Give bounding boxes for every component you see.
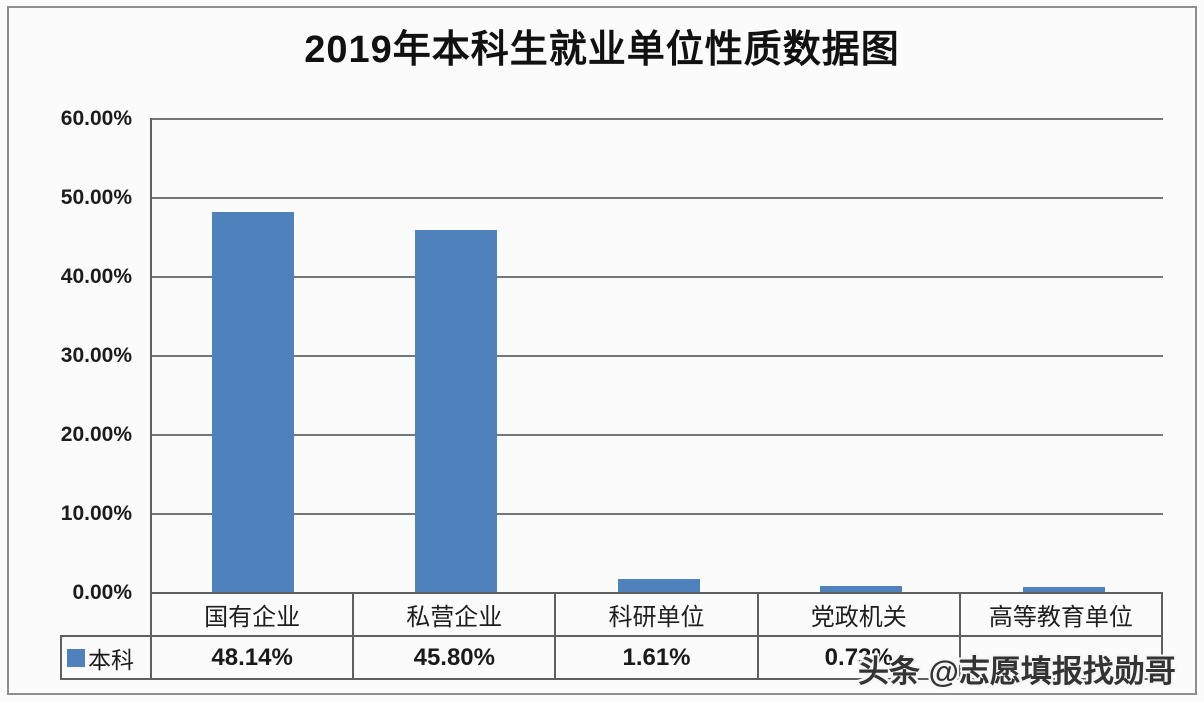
legend-series-label: 本科 — [88, 646, 134, 673]
value-cell — [961, 637, 1164, 678]
value-cell: 0.73% — [759, 637, 961, 678]
bar-1 — [212, 212, 294, 592]
value-row: 本科 48.14% 45.80% 1.61% 0.73% — [60, 635, 1164, 680]
category-header-row: 国有企业 私营企业 科研单位 党政机关 高等教育单位 — [150, 592, 1164, 635]
watermark-text: 头条 @志愿填报找勋哥 — [858, 654, 1176, 689]
gridline — [152, 355, 1163, 357]
value-cell: 48.14% — [152, 637, 355, 678]
category-cell: 私营企业 — [354, 594, 557, 635]
gridline — [152, 197, 1163, 199]
gridline — [152, 434, 1163, 436]
gridline — [152, 118, 1163, 120]
y-tick-label: 0.00% — [72, 581, 132, 604]
legend-swatch-icon — [67, 648, 85, 667]
y-tick-label: 60.00% — [60, 107, 132, 130]
gridline — [152, 513, 1163, 515]
y-tick-label: 30.00% — [60, 344, 132, 367]
legend-cell: 本科 — [62, 637, 152, 678]
category-cell: 科研单位 — [556, 594, 759, 635]
category-cell: 高等教育单位 — [961, 594, 1164, 635]
plot-area — [150, 118, 1163, 592]
bar-5 — [1023, 587, 1105, 592]
y-tick-label: 10.00% — [60, 502, 132, 525]
value-cell: 45.80% — [354, 637, 557, 678]
chart-title: 2019年本科生就业单位性质数据图 — [304, 29, 900, 71]
gridline — [152, 276, 1163, 278]
bar-4 — [820, 586, 902, 592]
category-cell: 党政机关 — [759, 594, 961, 635]
y-tick-label: 20.00% — [60, 423, 132, 446]
y-tick-label: 40.00% — [60, 265, 132, 288]
bar-3 — [618, 579, 700, 592]
category-cell: 国有企业 — [152, 594, 355, 635]
y-tick-label: 50.00% — [60, 186, 132, 209]
bar-2 — [415, 230, 497, 592]
value-cell: 1.61% — [556, 637, 759, 678]
